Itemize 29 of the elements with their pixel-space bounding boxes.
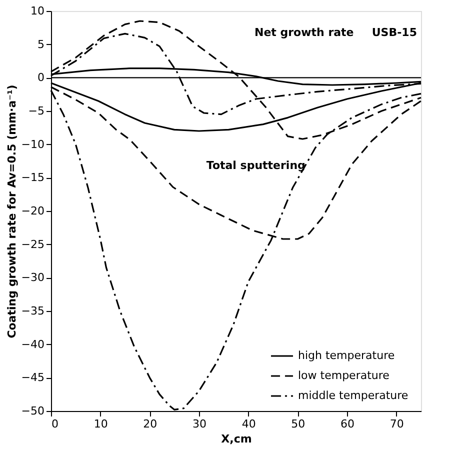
x-tick-label: 40 [242, 418, 256, 430]
y-tick-label: 5 [38, 38, 44, 51]
annotation: USB-15 [372, 26, 417, 39]
y-tick-label: −30 [21, 271, 44, 284]
legend-label: high temperature [298, 349, 395, 362]
y-tick-label: −50 [21, 404, 44, 418]
y-tick-label: −20 [21, 204, 44, 218]
y-tick-label: −35 [21, 304, 44, 318]
annotation: Net growth rate [254, 26, 354, 39]
y-tick-label: −10 [21, 138, 44, 151]
annotation: Total sputtering [206, 159, 306, 172]
y-tick-label: −15 [21, 171, 44, 184]
y-axis-title: Coating growth rate for Av=0.5 (mm·a⁻¹) [5, 84, 18, 338]
y-tick-label: −40 [21, 338, 44, 351]
legend-label: middle temperature [298, 389, 408, 402]
x-tick-label: 70 [390, 418, 404, 430]
y-tick-label: 10 [30, 4, 44, 18]
legend-label: low temperature [298, 369, 390, 382]
x-tick-label: 60 [340, 418, 354, 430]
y-tick-label: −5 [28, 104, 44, 118]
x-axis-title: X,cm [221, 432, 252, 446]
x-tick-label: 0 [52, 418, 58, 430]
y-tick-label: 0 [38, 71, 44, 84]
x-tick-label: 20 [143, 418, 158, 430]
x-tick-label: 50 [291, 418, 306, 430]
x-tick-label: 10 [94, 418, 108, 430]
y-tick-label: −45 [21, 371, 44, 384]
x-tick-label: 30 [192, 418, 206, 430]
y-tick-label: −25 [21, 238, 44, 251]
